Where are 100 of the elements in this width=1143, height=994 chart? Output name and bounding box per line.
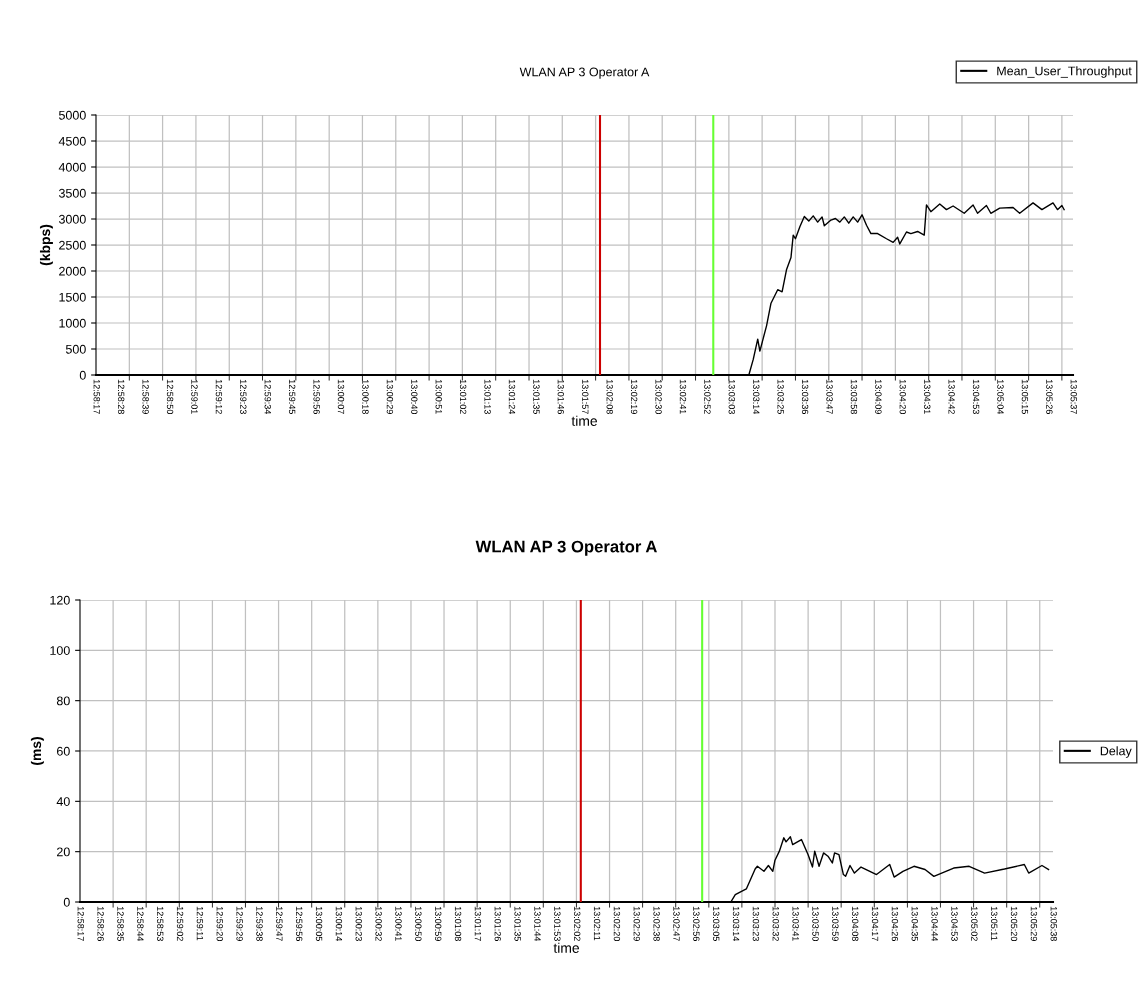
x-tick-label: 13:01:44 <box>534 906 541 942</box>
x-tick-label: 13:00:50 <box>415 906 422 941</box>
x-tick-label: 13:01:35 <box>533 379 540 414</box>
x-tick-label: 13:02:20 <box>613 906 621 941</box>
y-axis-title: (ms) <box>30 737 44 765</box>
x-tick-label: 13:00:51 <box>435 379 442 414</box>
y-tick-label: 120 <box>50 595 70 605</box>
x-axis-title: time <box>553 942 579 953</box>
x-tick-label: 12:58:39 <box>142 379 149 414</box>
x-tick-label: 13:00:07 <box>337 379 345 414</box>
x-tick-label: 12:58:26 <box>97 906 104 941</box>
x-tick-label: 13:01:26 <box>494 906 501 941</box>
x-tick-label: 13:04:17 <box>871 906 879 941</box>
x-tick-label: 13:01:24 <box>508 379 516 415</box>
x-tick-label: 13:05:11 <box>991 906 998 941</box>
y-tick-label: 1000 <box>59 318 86 328</box>
x-tick-label: 13:04:08 <box>852 906 859 941</box>
x-tick-label: 13:05:26 <box>1046 379 1053 414</box>
x-tick-label: 13:02:08 <box>606 379 613 414</box>
y-axis-title: (kbps) <box>39 224 53 266</box>
x-tick-label: 13:05:15 <box>1021 379 1029 414</box>
x-tick-label: 13:03:47 <box>826 379 833 414</box>
x-tick-label: 12:59:02 <box>176 906 184 941</box>
x-tick-label: 13:03:14 <box>753 379 760 415</box>
legend-label: Mean_User_Throughput <box>997 66 1132 78</box>
x-tick-label: 13:00:32 <box>375 906 382 941</box>
x-tick-label: 13:04:53 <box>951 906 958 941</box>
x-tick-label: 13:00:14 <box>335 906 343 942</box>
x-tick-label: 13:03:25 <box>777 379 784 414</box>
x-tick-label: 12:58:35 <box>117 906 124 941</box>
chart-title: WLAN AP 3 Operator A <box>519 67 650 79</box>
x-tick-label: 13:05:02 <box>971 906 978 941</box>
x-tick-label: 12:59:38 <box>256 906 263 941</box>
y-tick-label: 4500 <box>58 136 86 146</box>
x-tick-label: 13:05:38 <box>1050 906 1057 941</box>
x-tick-label: 13:00:40 <box>411 379 418 414</box>
y-tick-label: 3000 <box>58 214 86 224</box>
x-tick-label: 12:59:01 <box>191 379 198 414</box>
x-tick-label: 13:01:02 <box>459 379 467 414</box>
x-tick-label: 13:03:41 <box>792 906 799 941</box>
x-tick-label: 13:03:23 <box>752 906 760 941</box>
y-tick-label: 100 <box>50 646 70 655</box>
y-tick-label: 80 <box>56 696 70 706</box>
x-tick-label: 13:02:47 <box>673 906 680 941</box>
y-tick-label: 0 <box>63 897 70 907</box>
x-tick-label: 12:58:53 <box>157 906 164 941</box>
x-tick-label: 13:02:29 <box>633 906 640 941</box>
x-tick-label: 13:04:53 <box>972 379 980 414</box>
x-tick-label: 13:02:11 <box>593 906 601 941</box>
x-tick-label: 13:01:17 <box>474 906 482 941</box>
x-tick-label: 12:58:50 <box>166 379 174 414</box>
x-tick-label: 13:01:35 <box>514 906 521 941</box>
x-tick-label: 13:05:37 <box>1070 379 1077 414</box>
x-tick-label: 13:04:31 <box>924 379 931 414</box>
y-tick-label: 0 <box>79 370 86 380</box>
x-tick-label: 13:02:02 <box>574 906 581 941</box>
x-tick-label: 13:02:19 <box>630 379 638 414</box>
x-tick-label: 12:59:23 <box>240 379 247 414</box>
x-tick-label: 13:00:23 <box>355 906 362 941</box>
x-tick-label: 13:04:26 <box>891 906 899 941</box>
y-tick-label: 2500 <box>59 240 86 250</box>
x-tick-label: 13:05:04 <box>997 379 1004 415</box>
y-tick-label: 5000 <box>58 110 86 120</box>
y-tick-label: 60 <box>57 746 70 756</box>
x-tick-label: 12:59:20 <box>216 906 223 941</box>
x-tick-label: 12:59:34 <box>264 379 271 415</box>
x-tick-label: 13:01:13 <box>484 379 491 414</box>
x-tick-label: 13:03:58 <box>850 379 858 414</box>
x-tick-label: 13:04:20 <box>899 379 906 414</box>
x-tick-label: 13:02:56 <box>693 906 700 941</box>
x-tick-label: 13:02:52 <box>704 379 711 414</box>
x-tick-label: 13:02:30 <box>655 379 662 414</box>
x-tick-label: 13:05:20 <box>1010 906 1018 941</box>
x-tick-label: 13:00:18 <box>362 379 369 414</box>
x-axis-title: time <box>571 415 597 426</box>
y-tick-label: 2000 <box>59 266 86 276</box>
y-tick-label: 4000 <box>58 162 86 172</box>
x-tick-label: 12:59:56 <box>296 906 303 941</box>
x-tick-label: 12:58:44 <box>137 906 144 942</box>
x-tick-label: 13:00:05 <box>315 906 323 941</box>
x-tick-label: 13:03:05 <box>713 906 720 941</box>
x-tick-label: 13:04:09 <box>875 379 882 414</box>
x-tick-label: 12:59:56 <box>313 379 320 414</box>
x-tick-label: 13:01:53 <box>554 906 561 941</box>
x-tick-label: 13:05:29 <box>1030 906 1038 941</box>
y-tick-label: 3500 <box>58 188 86 198</box>
x-tick-label: 13:00:29 <box>386 379 394 414</box>
x-tick-label: 12:59:12 <box>215 379 223 414</box>
legend-label: Delay <box>1100 746 1132 758</box>
x-tick-label: 12:58:17 <box>93 379 100 414</box>
x-tick-label: 13:00:59 <box>435 906 442 941</box>
x-tick-label: 13:03:03 <box>728 379 735 414</box>
x-tick-label: 12:59:29 <box>236 906 243 941</box>
y-tick-label: 20 <box>57 847 70 857</box>
x-tick-label: 12:59:45 <box>288 379 296 414</box>
x-tick-label: 13:04:44 <box>931 906 938 942</box>
x-tick-label: 13:04:35 <box>911 906 918 941</box>
x-tick-label: 13:03:50 <box>812 906 819 941</box>
y-tick-label: 40 <box>56 797 70 806</box>
x-tick-label: 13:01:46 <box>557 379 565 414</box>
